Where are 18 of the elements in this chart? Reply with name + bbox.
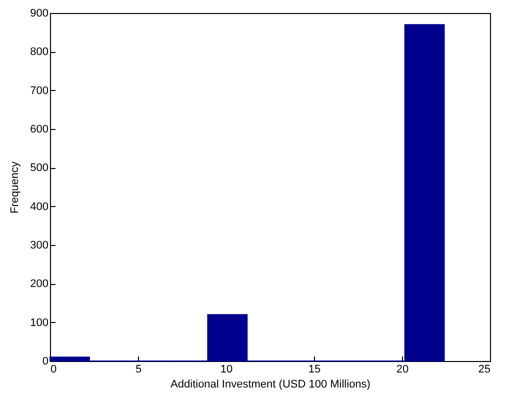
y-tick-label: 300 (30, 240, 48, 252)
y-tick-label: 100 (30, 316, 48, 329)
y-tick-label: 900 (30, 8, 48, 20)
x-axis-title: Additional Investment (USD 100 Millions) (170, 378, 370, 390)
x-tick-label: 25 (478, 364, 490, 376)
y-tick-label: 700 (30, 84, 48, 97)
y-tick-label: 600 (30, 124, 48, 136)
x-tick-label: 15 (308, 364, 321, 376)
x-tick-label: 5 (135, 364, 142, 376)
y-tick-label: 800 (30, 46, 48, 58)
y-tick-label: 0 (42, 356, 48, 368)
y-axis-title: Frequency (9, 161, 22, 214)
x-tick-label: 0 (50, 364, 57, 376)
y-tick-label: 400 (30, 200, 48, 213)
y-tick-label: 500 (30, 162, 48, 174)
y-tick-label: 200 (30, 278, 48, 290)
x-tick-label: 10 (220, 364, 233, 376)
x-tick-label: 20 (396, 364, 409, 376)
